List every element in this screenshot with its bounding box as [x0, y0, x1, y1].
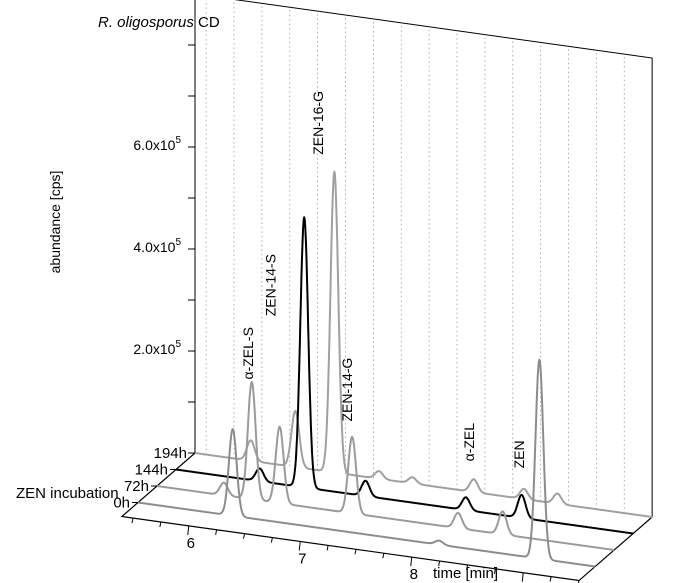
axes-frame	[120, 0, 653, 582]
peak-annotations: α-ZEL-S ZEN-14-S ZEN-16-G ZEN-14-G α-ZEL ZEN	[240, 91, 527, 468]
x-tick	[521, 572, 524, 582]
y-tick-mantissa: 4.0x10	[133, 239, 175, 255]
y-axis-label: abundance [cps]	[47, 171, 63, 274]
x-tick	[438, 560, 441, 567]
x-tick	[493, 568, 496, 574]
series-line-194h	[194, 170, 653, 518]
x-tick	[215, 529, 218, 535]
x-tick	[131, 517, 134, 524]
x-tick	[577, 580, 580, 583]
x-tick	[466, 564, 468, 571]
x-tick	[298, 541, 301, 551]
x-axis-label: time [min]	[433, 565, 498, 582]
z-tick-label: 194h	[154, 445, 187, 462]
x-tick	[270, 537, 273, 543]
series-lines	[137, 170, 653, 568]
x-tick-label: 6	[187, 535, 195, 552]
x-axis-ticks: 6 7 8 9	[131, 517, 580, 583]
peak-label: ZEN-16-G	[310, 91, 326, 155]
series-line-0h	[137, 358, 596, 568]
y-tick-exponent: 5	[175, 339, 181, 350]
chart-title: R. oligosporus CD	[98, 14, 220, 31]
y-tick-label: 4.0x105	[133, 237, 181, 255]
chart-title-suffix: CD	[194, 14, 220, 31]
back-wall	[194, 0, 653, 518]
x-tick-label: 9	[521, 582, 529, 583]
z-tick-label: 144h	[135, 462, 168, 479]
floor-plane	[120, 452, 653, 582]
z-tick-label: 72h	[124, 478, 149, 495]
x-tick	[159, 521, 162, 528]
x-tick	[187, 525, 190, 535]
peak-label: ZEN	[511, 440, 527, 468]
x-tick-label: 8	[410, 566, 418, 583]
chart-title-species: R. oligosporus	[98, 14, 194, 31]
x-tick	[382, 553, 385, 559]
x-tick	[243, 533, 245, 539]
series-line-144h	[175, 216, 634, 535]
grid-lines	[205, 0, 625, 514]
peak-label: ZEN-14-S	[262, 254, 278, 316]
y-tick-exponent: 5	[175, 237, 181, 248]
x-tick	[549, 576, 552, 582]
y-tick-mantissa: 2.0x10	[133, 341, 175, 357]
y-tick-label: 6.0x105	[133, 135, 181, 153]
x-tick	[326, 545, 329, 551]
series-line-72h	[156, 381, 615, 551]
y-tick-mantissa: 6.0x10	[133, 137, 175, 153]
z-axis-label: ZEN incubation	[16, 485, 119, 502]
z-tick-label: 0h	[113, 495, 130, 512]
x-tick	[354, 549, 357, 555]
peak-label: α-ZEL-S	[240, 327, 256, 379]
peak-label: α-ZEL	[461, 423, 477, 462]
y-tick-label: 2.0x105	[133, 339, 181, 357]
y-tick-exponent: 5	[175, 135, 181, 146]
x-tick-label: 7	[298, 551, 306, 568]
peak-label: ZEN-14-G	[339, 358, 355, 422]
x-tick	[410, 557, 413, 567]
